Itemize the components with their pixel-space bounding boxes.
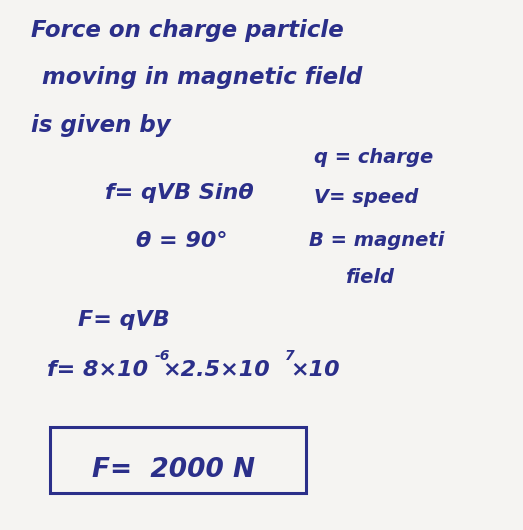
Text: field: field bbox=[345, 268, 394, 287]
Text: θ = 90°: θ = 90° bbox=[136, 231, 228, 251]
Text: moving in magnetic field: moving in magnetic field bbox=[42, 66, 362, 89]
Text: ×2.5×10: ×2.5×10 bbox=[162, 360, 270, 381]
Text: B = magneti: B = magneti bbox=[309, 231, 444, 250]
Text: F= qVB: F= qVB bbox=[78, 310, 170, 330]
Text: f= qVB Sinθ: f= qVB Sinθ bbox=[105, 183, 253, 203]
Text: is given by: is given by bbox=[31, 114, 171, 137]
Text: f= 8×10: f= 8×10 bbox=[47, 360, 148, 381]
Text: 7: 7 bbox=[285, 349, 294, 363]
Text: q = charge: q = charge bbox=[314, 148, 433, 167]
Text: F=  2000 N: F= 2000 N bbox=[92, 457, 255, 483]
Text: -6: -6 bbox=[154, 349, 169, 363]
Text: V= speed: V= speed bbox=[314, 188, 418, 207]
Text: ×10: ×10 bbox=[290, 360, 340, 381]
Text: Force on charge particle: Force on charge particle bbox=[31, 19, 344, 41]
